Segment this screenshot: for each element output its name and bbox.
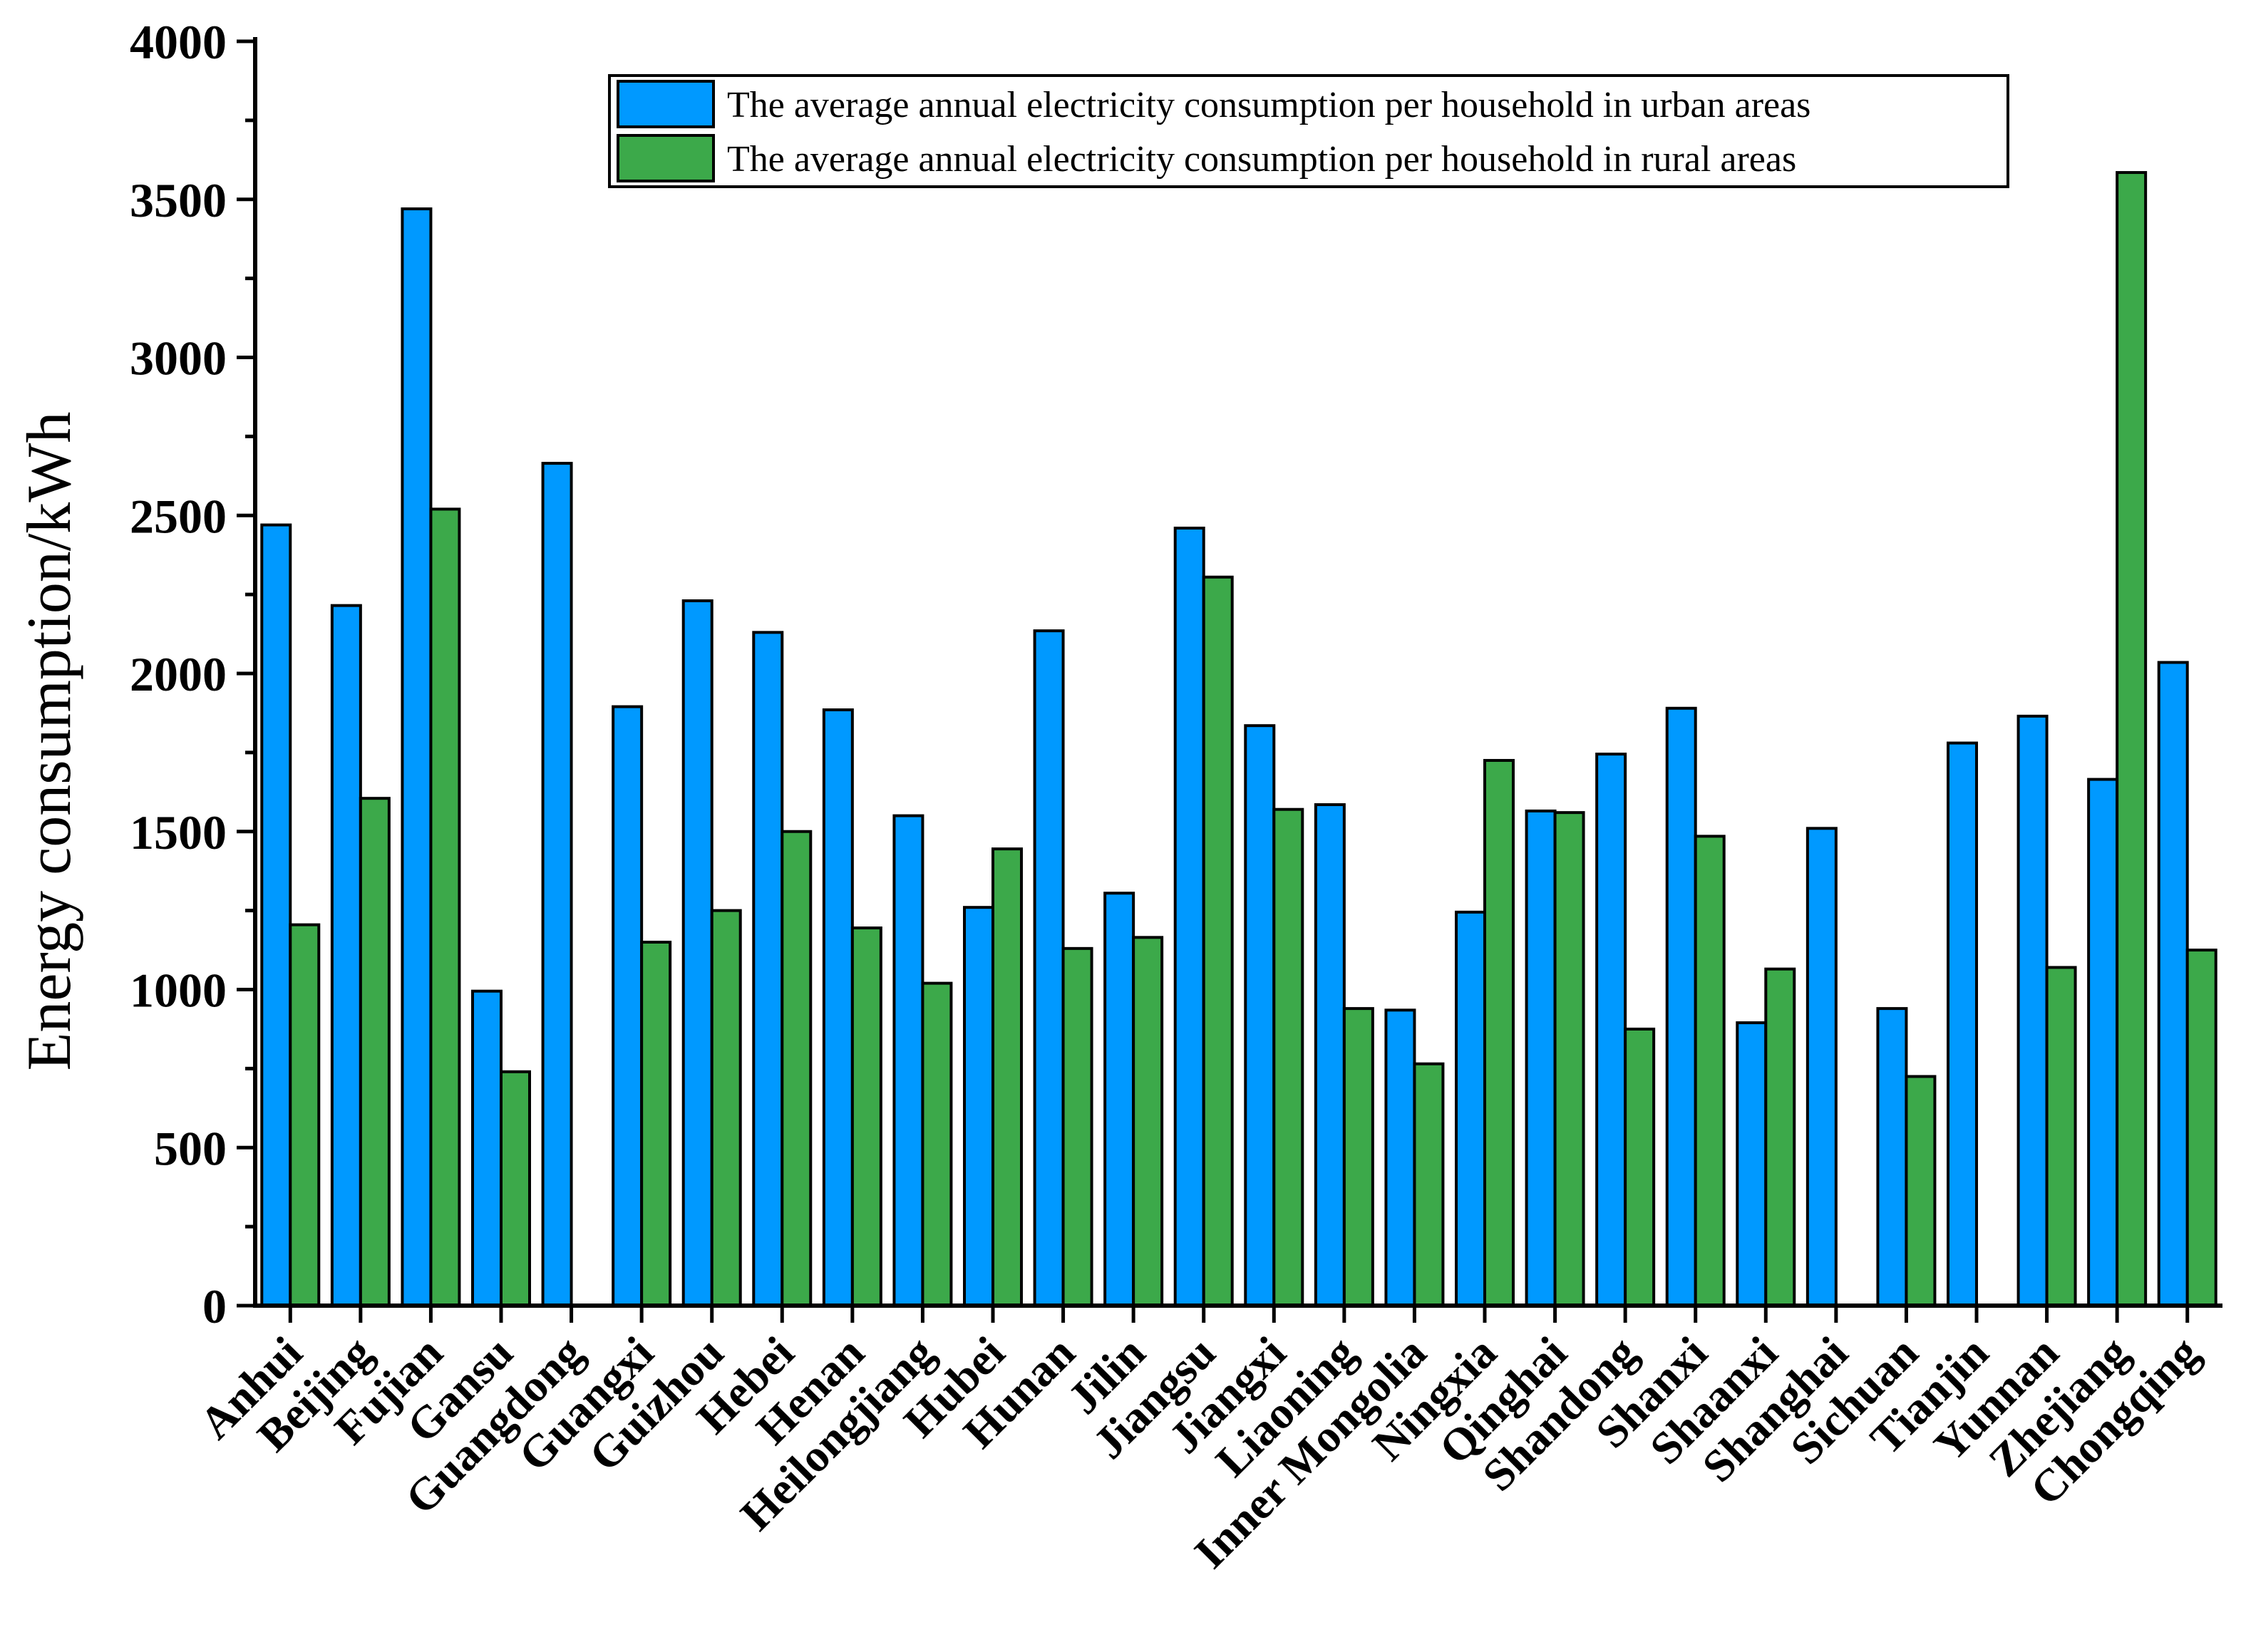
bar-rural-jiangsu — [1202, 575, 1234, 1307]
bar-urban-jiangsu — [1173, 526, 1205, 1307]
bar-rural-chongqing — [2185, 949, 2217, 1307]
bar-rural-guizhou — [710, 909, 742, 1307]
bar-urban-hebei — [752, 631, 784, 1307]
bar-urban-shaanxi — [1736, 1021, 1768, 1307]
legend: The average annual electricity consumpti… — [608, 74, 2009, 188]
bar-rural-qinghai — [1553, 811, 1585, 1307]
bar-urban-shanxi — [1665, 706, 1697, 1307]
bar-urban-hubei — [963, 906, 994, 1307]
bar-rural-sichuan — [1905, 1075, 1937, 1308]
bar-urban-henan — [822, 708, 854, 1307]
bar-urban-anhui — [260, 523, 292, 1307]
bar-urban-tianjin — [1947, 741, 1978, 1307]
legend-frame — [608, 74, 2009, 188]
bar-rural-zhejiang — [2116, 171, 2148, 1308]
bar-urban-zhejiang — [2087, 778, 2119, 1307]
legend-label-rural: The average annual electricity consumpti… — [727, 139, 1796, 180]
bar-urban-jilin — [1103, 892, 1135, 1308]
y-axis-ticks: 0 500 1000 1500 2000 2500 3000 3500 4000 — [130, 15, 255, 1333]
x-axis-labels: AnhuiBeijingFujianGansuGuangdongGuangxiG… — [190, 1306, 2209, 1578]
bar-urban-shandong — [1595, 753, 1627, 1307]
bar-rural-ningxia — [1483, 758, 1515, 1307]
bar-urban-beijing — [330, 604, 362, 1307]
bar-rural-beijing — [359, 797, 391, 1307]
bar-rural-henan — [850, 926, 882, 1307]
bar-urban-guizhou — [681, 599, 714, 1307]
bar-urban-shanghai — [1805, 827, 1838, 1307]
bar-urban-chongqing — [2157, 661, 2189, 1307]
bar-urban-hunan — [1033, 629, 1065, 1307]
legend-label-urban: The average annual electricity consumpti… — [727, 85, 1810, 125]
y-tick-label: 1000 — [130, 964, 227, 1018]
bar-rural-yunnan — [2045, 966, 2077, 1307]
bar-urban-ningxia — [1455, 910, 1486, 1307]
y-tick-label: 3000 — [130, 331, 227, 386]
bar-rural-shanxi — [1694, 835, 1726, 1307]
bar-rural-hunan — [1061, 946, 1093, 1307]
bar-rural-hebei — [781, 830, 813, 1307]
bar-urban-jiangxi — [1244, 724, 1276, 1307]
y-tick-label: 500 — [154, 1121, 227, 1175]
bar-urban-gansu — [471, 989, 503, 1308]
bars-group — [260, 171, 2217, 1308]
bar-rural-shaanxi — [1764, 967, 1796, 1307]
bar-rural-anhui — [289, 923, 321, 1307]
bar-rural-heilongjiang — [921, 981, 953, 1307]
legend-swatch-urban — [617, 80, 715, 128]
y-axis-title: Energy consumption/kWh — [15, 412, 84, 1071]
y-tick-label: 3500 — [130, 173, 227, 227]
bar-urban-liaoning — [1314, 803, 1346, 1307]
y-tick-label: 1500 — [130, 805, 227, 859]
bar-urban-qinghai — [1525, 809, 1557, 1307]
bar-urban-fujian — [401, 207, 433, 1307]
bar-rural-hubei — [991, 847, 1023, 1307]
y-tick-label: 0 — [202, 1279, 227, 1333]
bar-urban-sichuan — [1876, 1007, 1908, 1307]
bar-rural-inner-mongolia — [1413, 1062, 1445, 1308]
y-tick-label: 4000 — [130, 15, 227, 69]
bar-rural-guangxi — [640, 940, 672, 1307]
bar-urban-guangxi — [612, 705, 644, 1307]
bar-rural-fujian — [429, 507, 461, 1307]
bar-rural-shandong — [1624, 1027, 1656, 1307]
bar-urban-yunnan — [2016, 714, 2049, 1307]
y-tick-label: 2000 — [130, 647, 227, 701]
bar-urban-heilongjiang — [892, 814, 924, 1307]
bar-rural-liaoning — [1342, 1007, 1374, 1307]
bar-rural-jilin — [1132, 936, 1164, 1307]
bar-urban-inner-mongolia — [1384, 1008, 1416, 1307]
bar-urban-guangdong — [541, 462, 573, 1307]
y-tick-label: 2500 — [130, 489, 227, 543]
bar-rural-jiangxi — [1272, 807, 1304, 1307]
bar-rural-gansu — [500, 1070, 531, 1308]
legend-swatch-rural — [617, 134, 715, 182]
